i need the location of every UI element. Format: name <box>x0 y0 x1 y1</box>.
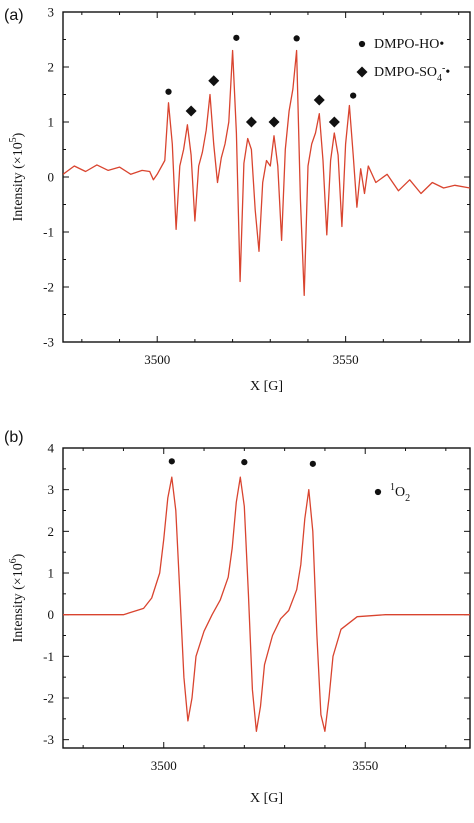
spectrum-trace <box>63 49 470 296</box>
y-tick-label: 0 <box>48 607 55 622</box>
y-tick-label: 0 <box>48 170 55 185</box>
diamond-peak-marker <box>328 116 340 128</box>
plot-frame <box>62 11 471 343</box>
diamond-peak-marker <box>245 116 257 128</box>
circle-peak-marker <box>350 92 357 99</box>
y-tick-label: 2 <box>48 524 55 539</box>
y-axis-title-base: Intensity (×10 <box>11 563 26 642</box>
x-tick-label: 3550 <box>333 352 359 367</box>
legend-text-part: 4 <box>437 73 442 84</box>
y-axis-title-exponent: 5 <box>8 137 19 142</box>
plot-frame <box>62 447 471 749</box>
y-axis-title-tail: ) <box>11 553 26 558</box>
y-tick-label: 3 <box>48 482 55 497</box>
peak-markers <box>168 458 316 467</box>
y-axis-title-base: Intensity (×10 <box>11 142 26 221</box>
legend-circle-symbol <box>358 40 366 48</box>
legend-text-part: DMPO-SO <box>374 65 437 80</box>
y-axis-title: Intensity (×105) <box>8 132 26 221</box>
legend: DMPO-HO• DMPO-SO4-• <box>356 37 450 84</box>
x-tick-label: 3500 <box>151 758 177 773</box>
y-tick-label: -2 <box>43 280 54 295</box>
y-axis-title-exponent: 6 <box>8 558 19 563</box>
diamond-peak-marker <box>185 105 197 117</box>
legend-circle-symbol <box>374 488 382 496</box>
legend-entry-label: 1O2 <box>390 482 410 504</box>
y-tick-label: 1 <box>48 115 55 130</box>
panel-label: (b) <box>4 429 24 446</box>
x-tick-label: 3550 <box>352 758 378 773</box>
y-axis-title-tail: ) <box>11 132 26 137</box>
panel-label: (a) <box>4 7 24 24</box>
y-tick-label: -2 <box>43 691 54 706</box>
y-tick-label: -3 <box>43 335 54 350</box>
y-tick-label: 4 <box>48 441 55 456</box>
chart-panel-a: (a) -3 -2 -1 0 1 2 3 3500 3550 X [G] Intensity (×10… <box>4 5 471 394</box>
legend-text-part: 1 <box>390 482 395 493</box>
circle-peak-marker <box>165 88 172 95</box>
spectrum-trace <box>63 476 470 732</box>
legend-text-part: 2 <box>405 493 410 504</box>
y-tick-label: 2 <box>48 60 55 75</box>
y-axis-title: Intensity (×106) <box>8 553 26 642</box>
legend: 1O2 <box>374 482 410 504</box>
legend-text-part: - <box>442 63 445 74</box>
diamond-peak-marker <box>313 94 325 106</box>
legend-text-part: O <box>395 485 405 500</box>
legend-text-part: • <box>445 65 450 80</box>
legend-entry-label: DMPO-SO4-• <box>374 63 450 84</box>
legend-entry-label: DMPO-HO• <box>374 37 444 52</box>
legend-text-part: DMPO-HO• <box>374 37 444 52</box>
y-tick-label: 1 <box>48 566 55 581</box>
x-axis-title: X [G] <box>250 791 283 806</box>
diamond-peak-marker <box>208 75 220 87</box>
circle-peak-marker <box>309 460 316 467</box>
peak-markers <box>165 34 357 128</box>
y-tick-label: -1 <box>43 225 54 240</box>
x-axis-title: X [G] <box>250 379 283 394</box>
diamond-peak-marker <box>268 116 280 128</box>
circle-peak-marker <box>168 458 175 465</box>
y-tick-label: -1 <box>43 649 54 664</box>
x-tick-label: 3500 <box>144 352 170 367</box>
legend-diamond-symbol <box>356 66 368 78</box>
circle-peak-marker <box>241 459 248 466</box>
circle-peak-marker <box>293 35 300 42</box>
y-tick-label: -3 <box>43 732 54 747</box>
circle-peak-marker <box>233 34 240 41</box>
y-tick-label: 3 <box>48 5 55 20</box>
